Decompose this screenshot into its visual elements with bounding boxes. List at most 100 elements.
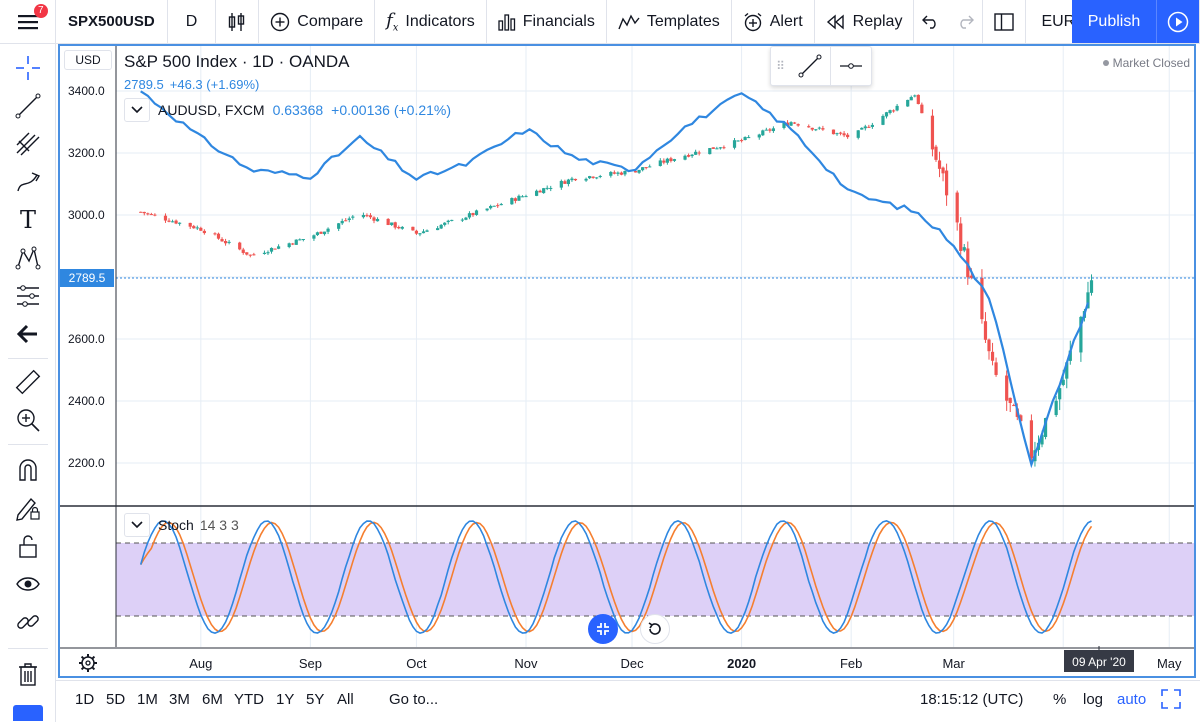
compare-button[interactable]: Compare	[259, 0, 376, 43]
text-tool[interactable]: T	[0, 203, 56, 237]
favorites-tool[interactable]	[0, 704, 56, 722]
goto-button[interactable]: Go to...	[389, 691, 439, 708]
candle-body	[276, 246, 281, 249]
candle-body	[736, 140, 740, 142]
candle-body	[485, 208, 489, 211]
candle-body	[609, 171, 613, 176]
time-axis[interactable]: Aug Sep Oct Nov Dec 2020 Feb Mar May	[189, 656, 1182, 671]
crosshair-tool[interactable]	[0, 51, 56, 85]
time-tick-label: Mar	[942, 656, 965, 671]
chart-canvas[interactable]: 3400.03200.03000.02800.02600.02400.02200…	[60, 46, 1194, 676]
candle-body	[648, 166, 652, 168]
candle-body	[266, 252, 270, 254]
remove-drawings-tool[interactable]	[0, 657, 56, 691]
candle-body	[616, 172, 620, 174]
pitchfork-tool[interactable]	[0, 127, 56, 161]
candle-body	[990, 351, 995, 361]
back-tool[interactable]	[0, 317, 56, 351]
candle-body	[294, 239, 298, 245]
favorite-trend-line-button[interactable]	[789, 46, 831, 86]
trend-line-tool[interactable]	[0, 89, 56, 123]
candle-body	[174, 220, 178, 224]
lock-all-tool[interactable]	[0, 529, 56, 563]
main-series-values: 2789.5 +46.3 (+1.69%)	[124, 77, 259, 92]
candle-body	[598, 176, 602, 178]
candle-body	[662, 160, 666, 163]
layout-button[interactable]	[983, 0, 1027, 43]
hide-drawings-tool[interactable]	[0, 567, 56, 601]
layout-name-button[interactable]: EUR/aud	[1026, 0, 1072, 43]
interval-button[interactable]: D	[168, 0, 217, 43]
zoom-tool[interactable]	[0, 403, 56, 437]
fullscreen-icon	[1161, 689, 1181, 709]
stream-button[interactable]	[1156, 0, 1200, 43]
menu-button[interactable]: 7	[0, 0, 56, 43]
collapse-legend-button[interactable]	[124, 98, 150, 122]
currency-label[interactable]: USD	[64, 50, 112, 70]
range-button-all[interactable]: All	[337, 691, 354, 708]
log-scale-button[interactable]: log	[1083, 691, 1104, 708]
candle-body	[711, 147, 715, 149]
redo-button[interactable]	[948, 0, 984, 43]
stoch-k-line	[139, 520, 1092, 634]
magnet-tool[interactable]	[0, 453, 56, 487]
brush-tool[interactable]	[0, 165, 56, 199]
undo-button[interactable]	[914, 0, 948, 43]
time-tick-label: Aug	[189, 656, 212, 671]
drag-handle-icon[interactable]: ⠿	[776, 59, 785, 73]
audusd-compare-line	[140, 90, 1090, 469]
candle-body	[570, 178, 574, 181]
candle-body	[1068, 350, 1072, 361]
reset-chart-button[interactable]	[640, 614, 670, 644]
candle-body	[959, 223, 963, 251]
clock-label[interactable]: 18:15:12 (UTC)	[920, 691, 1024, 708]
forecast-tool[interactable]	[0, 279, 56, 313]
candle-body	[347, 218, 351, 220]
gear-icon[interactable]	[79, 654, 97, 672]
price-tick-label: 3000.0	[68, 208, 105, 222]
range-button-5d[interactable]: 5D	[106, 691, 126, 708]
status-dot-icon	[1102, 60, 1109, 66]
range-button-6m[interactable]: 6M	[202, 691, 223, 708]
candle-body	[722, 147, 726, 149]
auto-scale-button[interactable]: auto	[1117, 691, 1147, 708]
range-button-1y[interactable]: 1Y	[276, 691, 295, 708]
symbol-search-button[interactable]: SPX500USD	[56, 0, 168, 43]
pattern-tool[interactable]	[0, 241, 56, 275]
range-button-ytd[interactable]: YTD	[234, 691, 264, 708]
chart-title[interactable]: S&P 500 Index · 1D · OANDA	[124, 52, 350, 71]
range-button-5y[interactable]: 5Y	[306, 691, 325, 708]
candle-body	[421, 231, 426, 234]
plus-circle-icon	[271, 12, 290, 31]
candle-body	[715, 148, 719, 150]
candle-body	[202, 230, 206, 234]
candle-body	[1005, 375, 1009, 401]
candle-body	[870, 124, 874, 127]
favorite-horizontal-line-button[interactable]	[831, 46, 871, 86]
candle-body	[573, 178, 578, 181]
indicators-button[interactable]: fx Indicators	[375, 0, 487, 43]
lock-drawing-tool[interactable]	[0, 491, 56, 525]
sync-drawings-tool[interactable]	[0, 605, 56, 639]
chart-pane[interactable]: 3400.03200.03000.02800.02600.02400.02200…	[58, 44, 1196, 678]
replay-button[interactable]: Replay	[815, 0, 915, 43]
financials-button[interactable]: Financials	[487, 0, 607, 43]
range-button-3m[interactable]: 3M	[169, 691, 190, 708]
templates-button[interactable]: Templates	[607, 0, 732, 43]
range-button-1m[interactable]: 1M	[137, 691, 158, 708]
fullscreen-button[interactable]	[1161, 689, 1181, 713]
collapse-stoch-legend-button[interactable]	[124, 513, 150, 537]
publish-button[interactable]: Publish	[1072, 0, 1156, 43]
candle-body	[584, 178, 588, 181]
range-button-1d[interactable]: 1D	[75, 691, 95, 708]
alert-button[interactable]: Alert	[732, 0, 815, 43]
candle-body	[1019, 415, 1023, 422]
compare-legend[interactable]: AUDUSD, FXCM 0.63368 +0.00136 (+0.21%)	[158, 102, 451, 118]
candle-body	[510, 198, 514, 205]
stoch-legend[interactable]: Stoch 14 3 3	[158, 517, 239, 533]
percent-scale-button[interactable]: %	[1053, 691, 1067, 708]
candle-body	[397, 227, 401, 229]
measure-tool[interactable]	[0, 365, 56, 399]
fit-chart-button[interactable]	[588, 614, 618, 644]
chart-style-button[interactable]	[216, 0, 260, 43]
